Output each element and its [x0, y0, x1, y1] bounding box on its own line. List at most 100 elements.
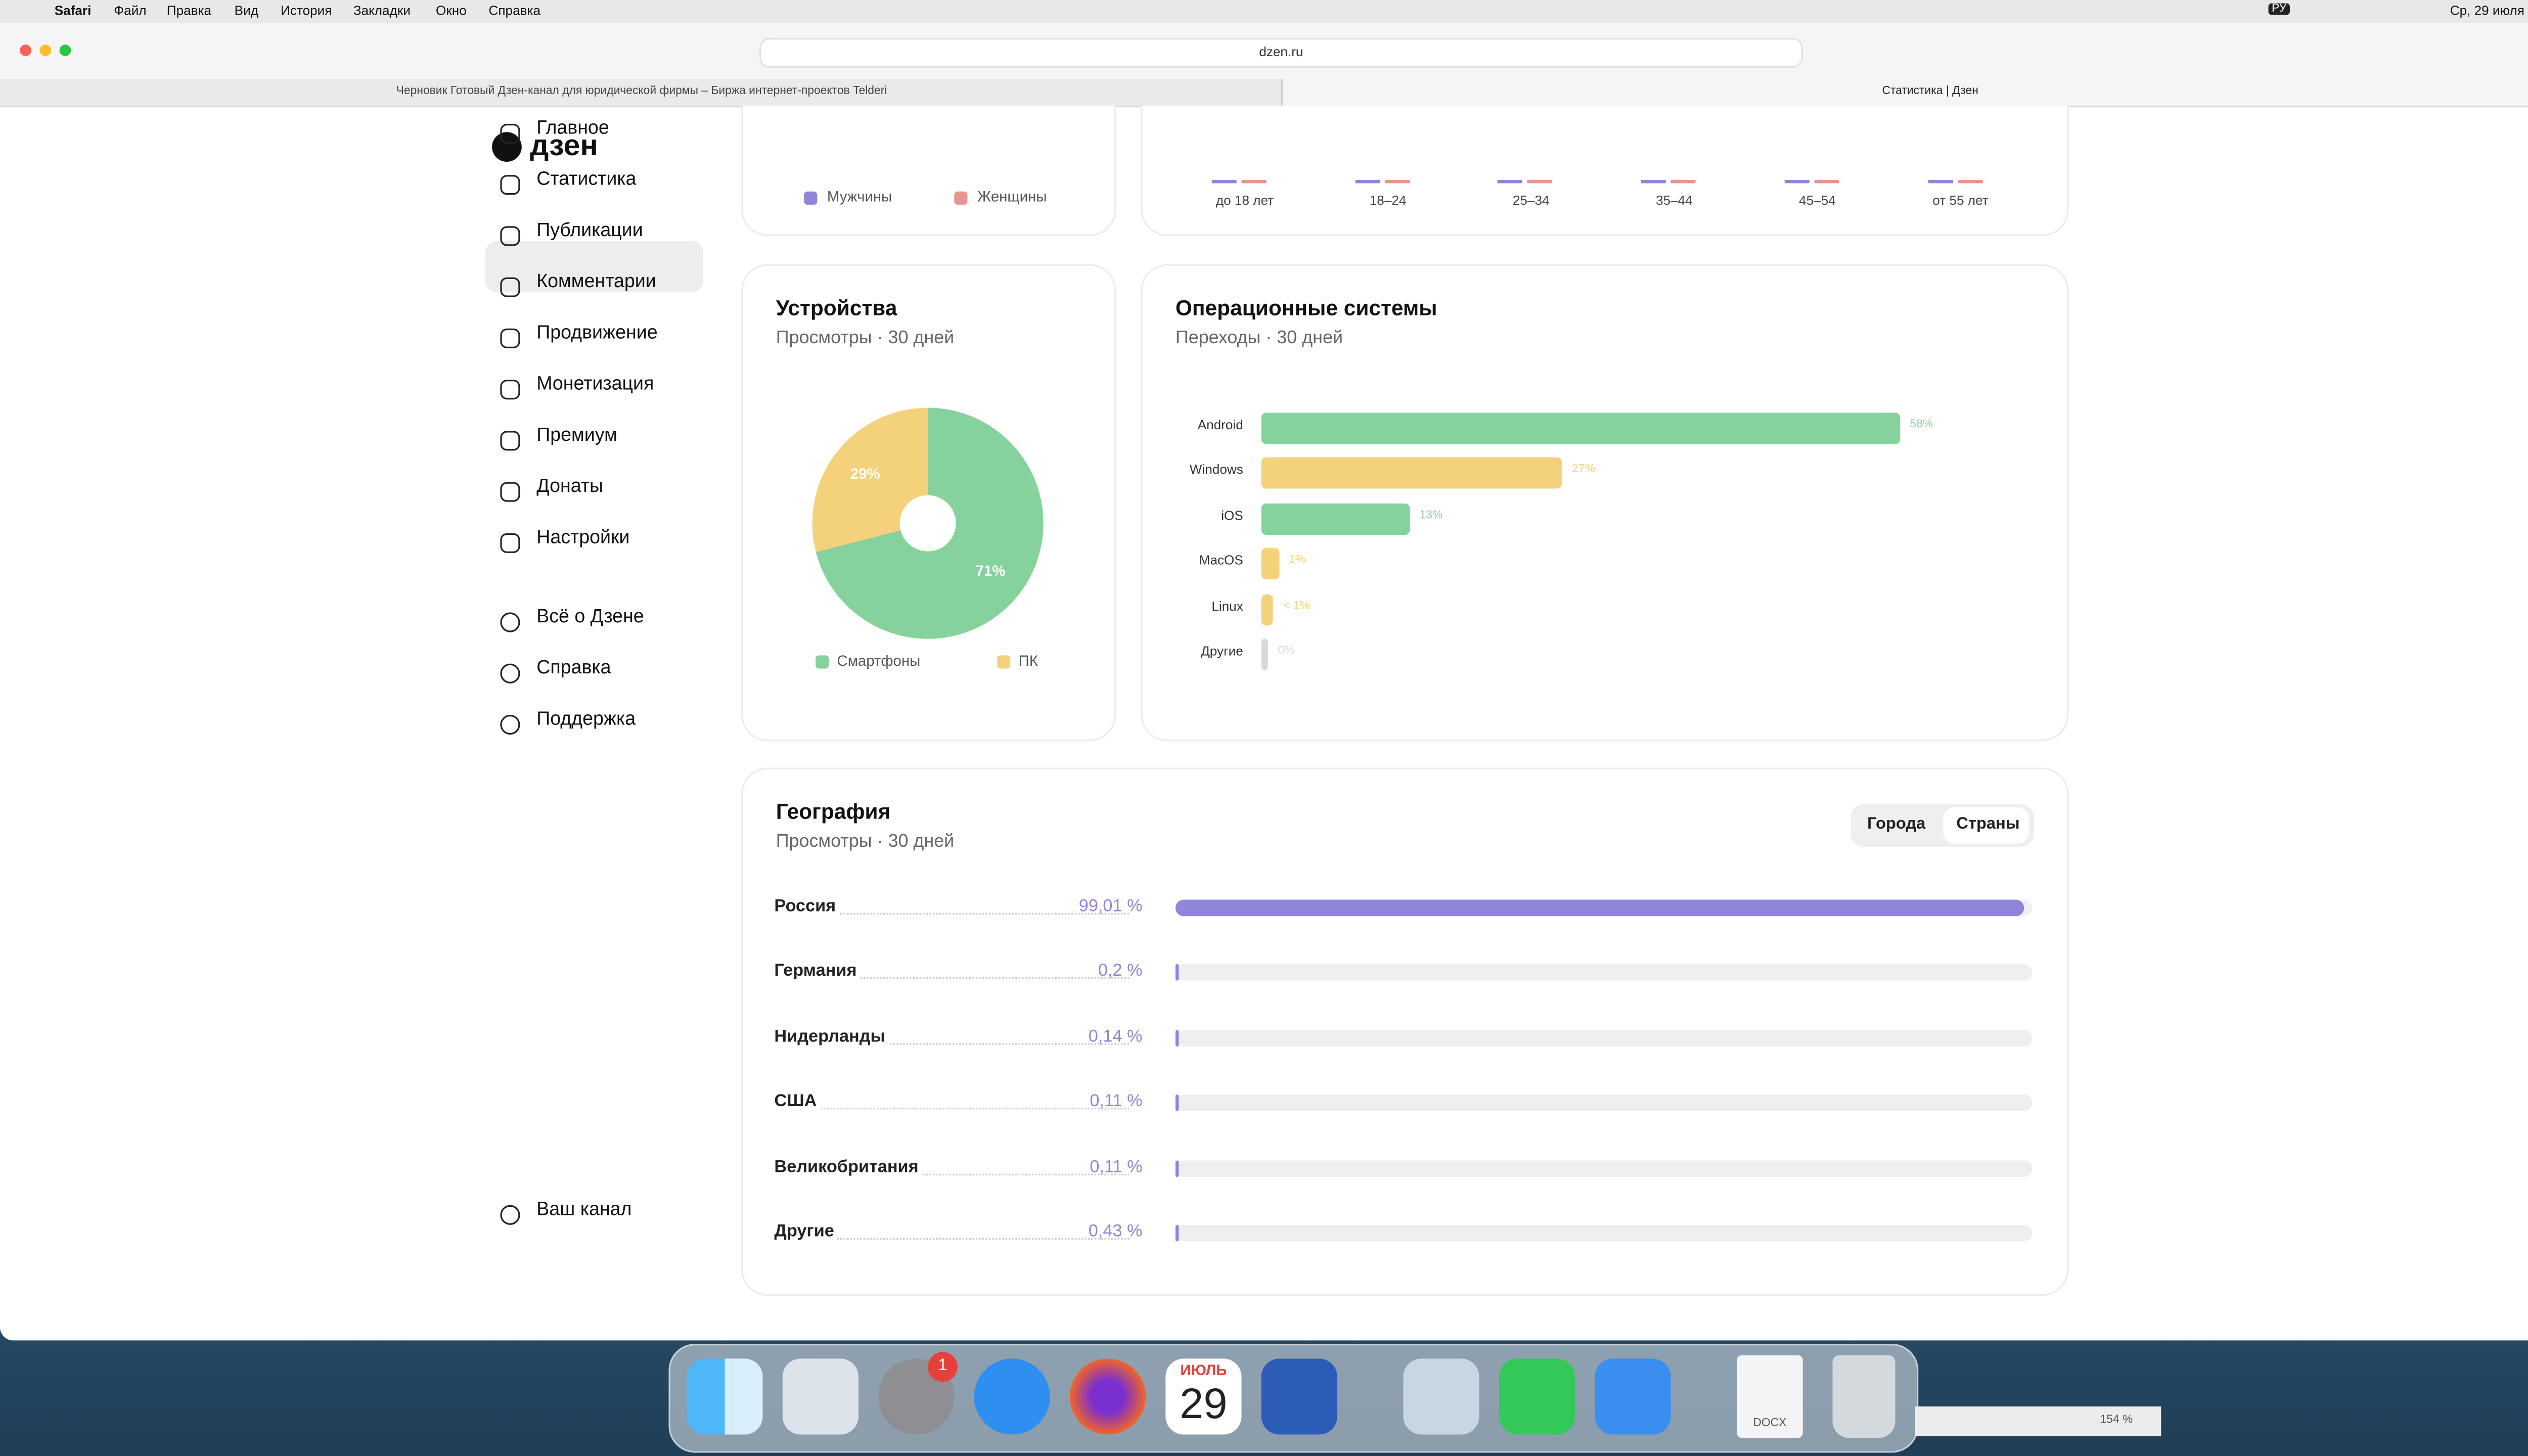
- zoom-level: 154 %: [2100, 1415, 2133, 1427]
- os-value: 27%: [1572, 464, 1595, 476]
- devices-card: Устройства Просмотры · 30 дней 71% Смартф…: [741, 264, 1116, 742]
- tab-cities[interactable]: Города: [1867, 815, 1926, 834]
- channel-link[interactable]: Ваш канал: [536, 1200, 632, 1220]
- zoom-button[interactable]: [59, 44, 71, 57]
- menu-item[interactable]: Справка: [488, 3, 541, 18]
- country-bar: [1175, 1224, 1180, 1242]
- tab[interactable]: Черновик Готовый Дзен-канал для юридичес…: [0, 79, 1283, 106]
- os-bar: [1261, 639, 1268, 670]
- nav-item[interactable]: Монетизация: [536, 375, 654, 395]
- close-button[interactable]: [20, 44, 32, 57]
- nav-item[interactable]: Настройки: [536, 528, 630, 549]
- country-name: Другие: [774, 1221, 838, 1242]
- nav-item[interactable]: Публикации: [536, 221, 643, 241]
- menu-item[interactable]: Файл: [114, 3, 147, 18]
- country-bar: [1175, 1095, 1179, 1112]
- os-label: Android: [1197, 418, 1243, 433]
- pie-slice: [812, 407, 928, 552]
- os-card: Операционные системы Переходы · 30 дней …: [1141, 264, 2069, 742]
- card-subtitle: Переходы · 30 дней: [1175, 328, 1343, 348]
- tab-countries[interactable]: Страны: [1956, 815, 2020, 834]
- calendar[interactable]: ИЮЛЬ 29: [1165, 1358, 1242, 1435]
- country-name: Германия: [774, 961, 861, 981]
- trash[interactable]: [1832, 1355, 1895, 1438]
- menu-item[interactable]: Вид: [234, 3, 258, 18]
- bar-track: [1175, 1160, 2033, 1176]
- tab-title: Статистика | Дзен: [1882, 85, 1978, 98]
- nav-icon: [500, 226, 520, 246]
- nav-item[interactable]: Комментарии: [536, 272, 656, 292]
- os-value: 58%: [1910, 419, 1933, 431]
- slice-label: 71%: [976, 563, 1006, 579]
- menu-item[interactable]: История: [281, 3, 332, 18]
- logo[interactable]: дзен: [530, 128, 598, 162]
- menu-item[interactable]: Окно: [436, 3, 467, 18]
- nav-item[interactable]: Поддержка: [536, 710, 636, 730]
- country-bar: [1175, 1160, 1179, 1176]
- nav-item[interactable]: Всё о Дзене: [536, 607, 644, 627]
- mail[interactable]: [1595, 1358, 1671, 1435]
- bar-stub: [1927, 179, 1953, 184]
- file-label: DOCX: [1753, 1418, 1787, 1430]
- os-bar: [1261, 594, 1274, 625]
- menu-item[interactable]: Правка: [166, 3, 212, 18]
- nav-item[interactable]: Премиум: [536, 426, 617, 446]
- preview[interactable]: [1403, 1358, 1479, 1435]
- donut-hole: [899, 495, 956, 552]
- address-bar[interactable]: dzen.ru: [759, 38, 1803, 68]
- menu-item[interactable]: Закладки: [353, 3, 411, 18]
- leader-dots: [774, 1043, 1130, 1045]
- slice-label: 29%: [850, 466, 880, 482]
- segmented-control: Города Страны: [1850, 804, 2034, 847]
- tab[interactable]: Статистика | Дзен: [1283, 79, 2528, 106]
- leader-dots: [774, 1173, 1130, 1175]
- app-name[interactable]: Safari: [54, 3, 92, 18]
- os-bar: [1261, 458, 1562, 489]
- bar-track: [1175, 1029, 2033, 1046]
- bar-stub: [1814, 179, 1839, 184]
- legend-label: Мужчины: [827, 188, 892, 205]
- nav-item[interactable]: Справка: [536, 658, 611, 679]
- minimize-button[interactable]: [39, 44, 52, 57]
- nav-icon: [500, 277, 520, 297]
- bar-stub: [1498, 179, 1523, 184]
- legend-swatch: [816, 655, 829, 669]
- clock[interactable]: Ср, 29 июля 21:32: [2450, 3, 2528, 18]
- age-label: 45–54: [1799, 193, 1836, 208]
- launchpad[interactable]: [782, 1358, 859, 1435]
- country-value: 0,2 %: [1098, 961, 1143, 981]
- country-name: США: [774, 1091, 820, 1112]
- nav-item[interactable]: Главное: [536, 119, 609, 139]
- firefox[interactable]: [1069, 1358, 1146, 1435]
- finder[interactable]: [687, 1358, 763, 1435]
- nav-item[interactable]: Статистика: [536, 170, 637, 190]
- bar-stub: [1671, 179, 1696, 184]
- safari[interactable]: [974, 1358, 1050, 1435]
- badge: 1: [928, 1352, 958, 1382]
- os-bar: [1261, 503, 1410, 535]
- nav-item[interactable]: Донаты: [536, 477, 603, 497]
- input-source[interactable]: РУ: [2268, 3, 2290, 15]
- os-value: 13%: [1419, 510, 1443, 522]
- nav-item[interactable]: Продвижение: [536, 324, 658, 344]
- card-subtitle: Просмотры · 30 дней: [776, 328, 955, 348]
- docx-file[interactable]: DOCX: [1737, 1355, 1803, 1438]
- dock: 1 ИЮЛЬ 29 DOCX: [668, 1343, 1919, 1453]
- os-label: iOS: [1221, 508, 1243, 523]
- country-name: Великобритания: [774, 1156, 922, 1176]
- nav-icon: [500, 123, 520, 144]
- tab-title: Черновик Готовый Дзен-канал для юридичес…: [396, 85, 887, 98]
- nav-icon: [500, 380, 520, 400]
- menu-bar: Safari РУ Ср, 29 июля 21:32 Файл Правка Ви…: [0, 0, 2528, 23]
- bar-stub: [1527, 179, 1553, 184]
- tab-bar: Черновик Готовый Дзен-канал для юридичес…: [0, 79, 2528, 108]
- os-value: < 1%: [1283, 600, 1310, 612]
- legend-label: Смартфоны: [837, 653, 921, 669]
- card-subtitle: Просмотры · 30 дней: [776, 832, 955, 852]
- country-name: Россия: [774, 896, 839, 917]
- facetime[interactable]: [1499, 1358, 1575, 1435]
- nav-icon: [500, 431, 520, 451]
- word[interactable]: [1261, 1358, 1337, 1435]
